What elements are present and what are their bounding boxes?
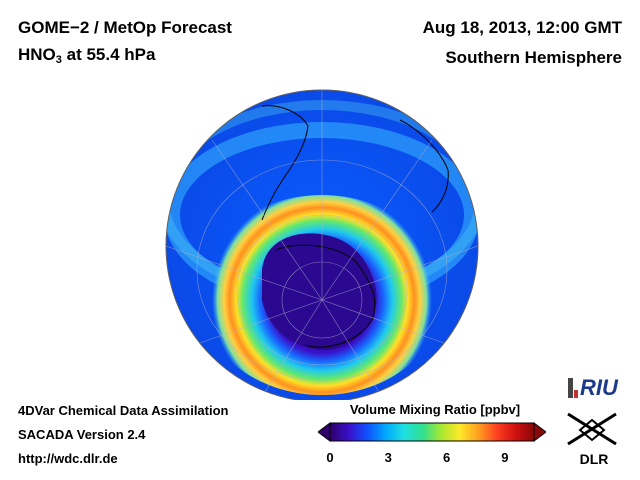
africa-outline <box>399 119 449 213</box>
species-subscript: 3 <box>55 54 62 66</box>
version-label: SACADA Version 2.4 <box>18 427 146 442</box>
colorbar-arrow-right <box>533 422 546 442</box>
colorbar-tick-label: 3 <box>384 450 392 465</box>
hemisphere-label: Southern Hemisphere <box>445 48 622 67</box>
dlr-emblem-icon <box>567 412 617 446</box>
dlr-logo: DLR <box>567 412 617 467</box>
pressure-level: at 55.4 hPa <box>61 45 156 64</box>
colorbar-arrow-left <box>318 422 331 442</box>
forecast-datetime: Aug 18, 2013, 12:00 GMT <box>422 18 622 37</box>
riu-logo-text: RIU <box>580 375 619 400</box>
south-america-outline <box>261 105 309 221</box>
antarctica-outline <box>275 244 376 348</box>
colorbar-tick-label: 9 <box>501 450 509 465</box>
graticule <box>166 90 478 400</box>
product-title: GOME−2 / MetOp Forecast <box>18 18 232 37</box>
colorbar-tick-label: 0 <box>326 450 334 465</box>
species-level-title: HNO3 at 55.4 hPa <box>18 45 156 66</box>
colorbar-title: Volume Mixing Ratio [ppbv] <box>349 402 521 417</box>
riu-logo-bar <box>568 378 573 398</box>
globe-outline <box>165 89 479 400</box>
riu-logo: RIU <box>568 375 619 400</box>
colorbar-ramp <box>329 422 535 442</box>
polar-map <box>165 89 479 400</box>
website-link[interactable]: http://wdc.dlr.de <box>18 451 118 466</box>
assimilation-label: 4DVar Chemical Data Assimilation <box>18 403 229 418</box>
dlr-logo-text: DLR <box>580 451 609 467</box>
species-name: HNO <box>18 45 56 64</box>
colorbar-tick-label: 6 <box>442 450 451 465</box>
riu-logo-bar-accent <box>574 390 578 398</box>
colorbar <box>318 422 546 442</box>
